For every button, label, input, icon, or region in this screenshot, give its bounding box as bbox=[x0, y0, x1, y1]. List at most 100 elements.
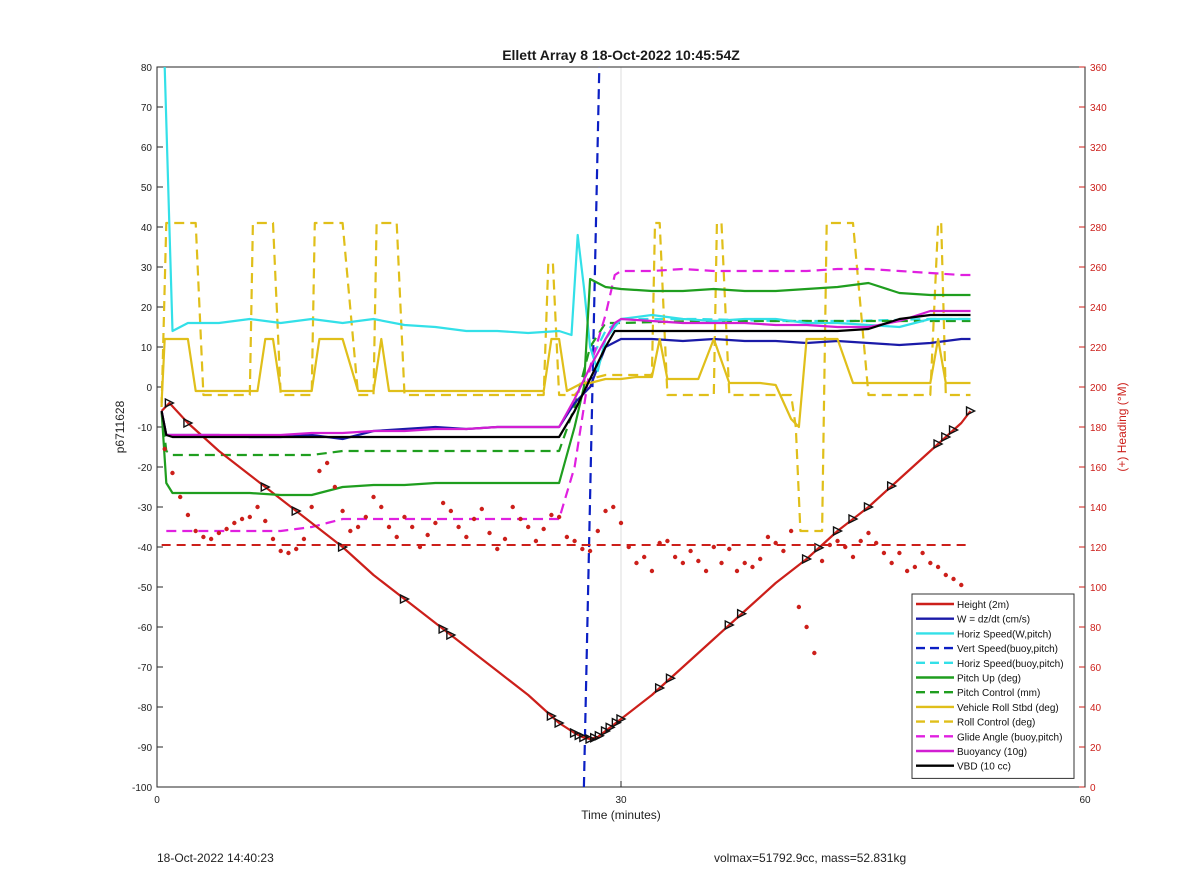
heading-point bbox=[765, 534, 771, 540]
x-tick-label: 0 bbox=[154, 795, 160, 806]
heading-point bbox=[386, 524, 392, 530]
heading-point bbox=[711, 544, 716, 550]
heading-point bbox=[696, 558, 701, 564]
height-marker bbox=[863, 501, 875, 513]
heading-point bbox=[595, 528, 600, 534]
y-tick-label: -60 bbox=[138, 623, 153, 634]
heading-point bbox=[294, 546, 299, 552]
series-line bbox=[160, 309, 971, 437]
y-tick-label: 70 bbox=[141, 103, 153, 114]
heading-point bbox=[324, 460, 330, 466]
heading-point bbox=[363, 514, 368, 520]
heading-point bbox=[781, 548, 786, 554]
legend-entry: Roll Control (deg) bbox=[957, 718, 1035, 729]
heading-point bbox=[433, 520, 438, 526]
height-marker bbox=[164, 397, 175, 409]
heading-point bbox=[201, 534, 206, 540]
heading-point bbox=[827, 542, 832, 548]
heading-point bbox=[758, 556, 763, 562]
legend-entry: Vehicle Roll Stbd (deg) bbox=[957, 703, 1059, 714]
y-tick-label: -20 bbox=[138, 463, 153, 474]
legend-entry: Vert Speed(buoy,pitch) bbox=[957, 644, 1058, 655]
height-marker bbox=[886, 480, 898, 492]
height-marker bbox=[399, 593, 411, 605]
heading-point bbox=[410, 524, 415, 530]
heading-point bbox=[541, 526, 546, 532]
series-line bbox=[160, 277, 971, 497]
heading-point bbox=[448, 508, 454, 514]
y2-tick-label: 0 bbox=[1090, 783, 1096, 794]
heading-point bbox=[402, 514, 407, 520]
y-tick-label: -30 bbox=[138, 503, 153, 514]
y2-tick-label: 220 bbox=[1090, 343, 1107, 354]
heading-point bbox=[394, 534, 399, 540]
heading-point bbox=[371, 494, 376, 500]
y-tick-label: -50 bbox=[138, 583, 153, 594]
heading-point bbox=[479, 506, 484, 512]
heading-point bbox=[495, 546, 500, 552]
heading-point bbox=[286, 550, 291, 556]
heading-point bbox=[208, 536, 214, 542]
heading-point bbox=[580, 546, 585, 552]
y2-tick-label: 100 bbox=[1090, 583, 1107, 594]
y-tick-label: 80 bbox=[141, 63, 153, 74]
heading-point bbox=[804, 624, 809, 630]
series-line bbox=[160, 221, 971, 533]
series-line bbox=[160, 313, 971, 439]
heading-point bbox=[796, 604, 802, 610]
x-axis-label: Time (minutes) bbox=[581, 808, 661, 822]
heading-point bbox=[889, 560, 894, 566]
y2-tick-label: 140 bbox=[1090, 503, 1107, 514]
legend-entry: W = dz/dt (cm/s) bbox=[957, 615, 1030, 626]
height-marker bbox=[941, 431, 952, 443]
heading-point bbox=[742, 560, 747, 566]
height-marker bbox=[291, 505, 302, 517]
heading-point bbox=[224, 526, 229, 532]
legend-entry: Height (2m) bbox=[957, 600, 1009, 611]
heading-point bbox=[788, 528, 794, 534]
heading-point bbox=[471, 516, 477, 522]
heading-point bbox=[920, 550, 925, 556]
axes: -100-90-80-70-60-50-40-30-20-10010203040… bbox=[132, 63, 1107, 806]
heading-series bbox=[161, 446, 971, 656]
heading-point bbox=[750, 564, 755, 570]
heading-point bbox=[642, 554, 647, 560]
y2-tick-label: 40 bbox=[1090, 703, 1102, 714]
y-axis-label: p6711628 bbox=[113, 400, 127, 453]
height-marker bbox=[554, 717, 565, 729]
height-marker bbox=[605, 722, 616, 733]
legend-entry: VBD (10 cc) bbox=[957, 762, 1011, 773]
legend-entry: Buoyancy (10g) bbox=[957, 747, 1027, 758]
heading-point bbox=[464, 534, 469, 540]
heading-point bbox=[572, 538, 577, 544]
heading-point bbox=[502, 536, 508, 542]
y2-tick-label: 180 bbox=[1090, 423, 1107, 434]
y-tick-label: -70 bbox=[138, 663, 153, 674]
heading-point bbox=[162, 446, 167, 452]
legend-entry: Horiz Speed(buoy,pitch) bbox=[957, 659, 1064, 670]
heading-point bbox=[425, 532, 430, 538]
height-marker bbox=[654, 682, 666, 694]
legend-box bbox=[911, 593, 1075, 779]
heading-point bbox=[564, 534, 570, 540]
heading-point bbox=[247, 514, 252, 520]
y2-tick-label: 320 bbox=[1090, 143, 1107, 154]
height-marker bbox=[616, 713, 627, 725]
height-marker bbox=[965, 405, 977, 417]
heading-point bbox=[688, 548, 693, 554]
series-line bbox=[166, 267, 971, 533]
heading-point bbox=[587, 548, 593, 554]
height-marker bbox=[933, 438, 944, 450]
heading-point bbox=[773, 540, 778, 546]
height-marker bbox=[183, 417, 194, 429]
y2-tick-label: 340 bbox=[1090, 103, 1107, 114]
heading-point bbox=[881, 550, 887, 556]
heading-point bbox=[278, 548, 283, 554]
heading-point bbox=[255, 504, 260, 510]
heading-point bbox=[727, 546, 732, 552]
heading-point bbox=[379, 504, 384, 510]
heading-point bbox=[904, 568, 910, 574]
y2-tick-label: 200 bbox=[1090, 383, 1107, 394]
heading-point bbox=[951, 576, 956, 582]
